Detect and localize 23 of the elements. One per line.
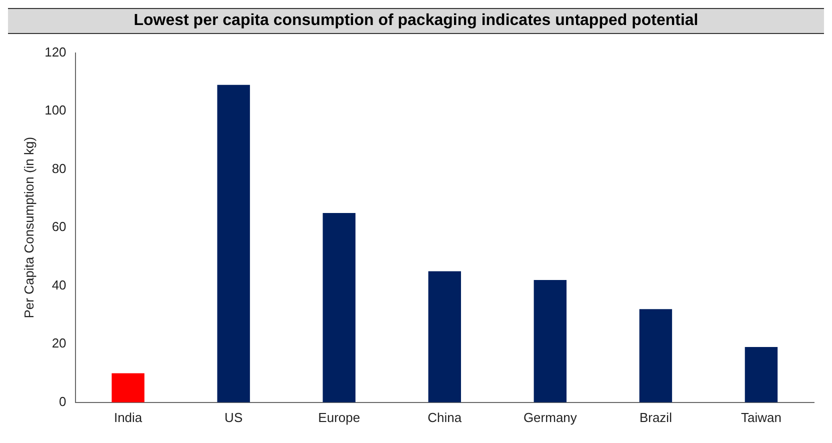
x-tick-label: Taiwan (741, 410, 782, 425)
y-tick-label: 120 (44, 44, 66, 60)
x-tick-label: Germany (523, 410, 578, 425)
bar (428, 271, 461, 402)
y-tick-label: 100 (44, 102, 66, 118)
x-tick-label: China (428, 410, 462, 425)
bar (639, 309, 672, 402)
y-tick-label: 80 (52, 160, 66, 176)
y-tick-label: 0 (59, 394, 66, 409)
bar (112, 373, 144, 402)
y-tick-label: 20 (52, 336, 66, 351)
y-tick-label: 60 (52, 219, 66, 234)
bar (534, 280, 567, 402)
bar (744, 347, 778, 402)
x-tick-label: US (224, 410, 243, 425)
x-tick-label: Brazil (639, 410, 672, 425)
bar (322, 213, 356, 402)
y-tick-label: 40 (52, 277, 66, 292)
y-axis-title: Per Capita Consumption (in kg) (21, 136, 36, 318)
x-tick-label: India (114, 410, 143, 425)
x-tick-label: Europe (318, 410, 360, 425)
chart-title: Lowest per capita consumption of packaging indicates untapped potential (8, 8, 824, 34)
bar (217, 84, 250, 402)
